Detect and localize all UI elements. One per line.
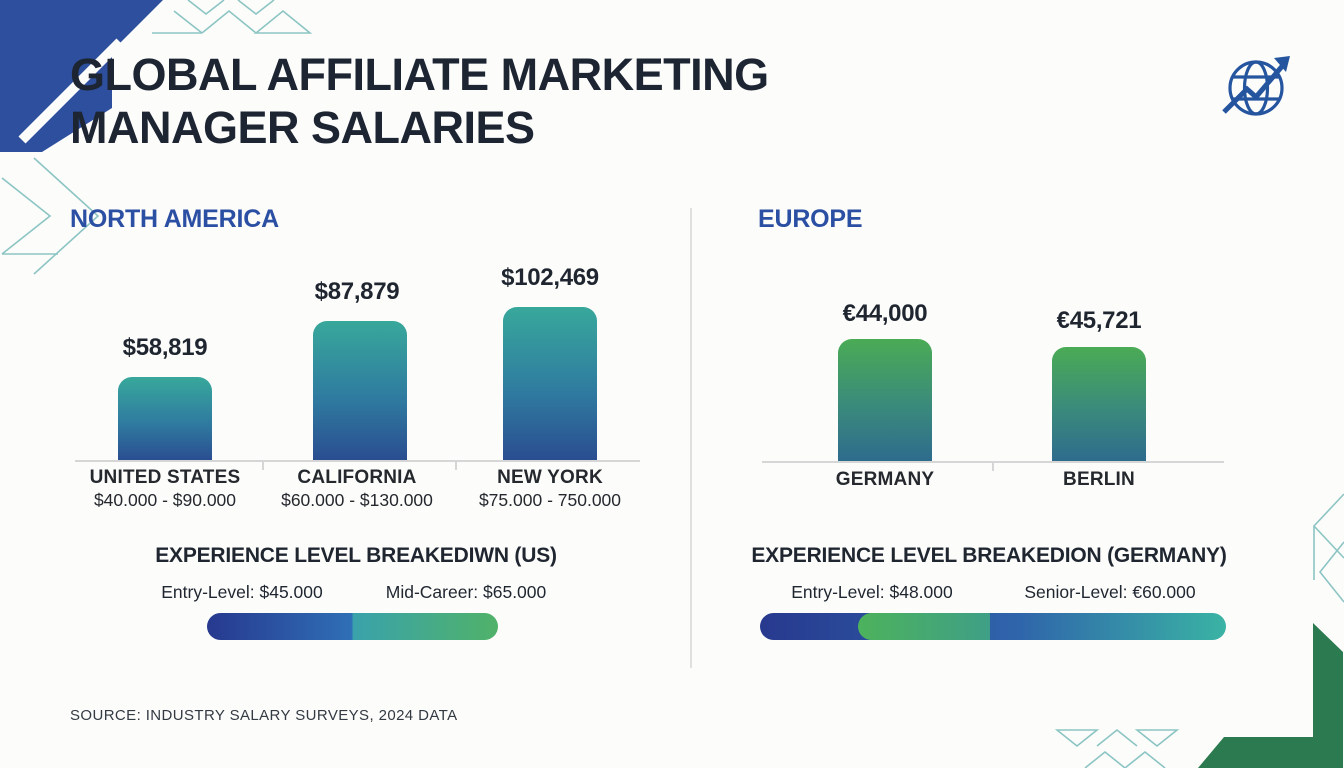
zigzag-pattern-bottom [1055, 728, 1180, 768]
bar-value-new-york: $102,469 [501, 264, 599, 291]
bar-value-united-states: $58,819 [122, 334, 208, 361]
experience-gradient-bar-us [207, 613, 498, 640]
bar-california [313, 321, 407, 461]
zigzag-pattern-top [152, 0, 313, 34]
bar-value-germany: €44,000 [842, 300, 928, 327]
section-title-europe: EUROPE [758, 205, 863, 233]
corner-fold-decoration-top-left [0, 0, 163, 152]
breakdown-title-germany: EXPERIENCE LEVEL BREAKEDION (GERMANY) [751, 544, 1227, 567]
bar-berlin [1052, 347, 1146, 462]
bar-united-states [118, 377, 212, 461]
category-label-united-states: UNITED STATES [89, 467, 241, 488]
range-label-united-states: $40.000 - $90.000 [93, 490, 237, 510]
section-title-north-america: NORTH AMERICA [70, 205, 279, 233]
bar-value-california: $87,879 [314, 278, 400, 305]
bar-new-york [503, 307, 597, 461]
section-divider [690, 208, 692, 668]
breakdown-left-label-us: Entry-Level: $45.000 [161, 582, 323, 602]
axis-tick-na-2 [455, 460, 457, 470]
category-label-germany: GERMANY [835, 469, 935, 490]
bar-germany [838, 339, 932, 462]
experience-gradient-bar-germany-segment [858, 613, 990, 640]
chevron-pattern-left [1, 157, 100, 275]
breakdown-right-label-us: Mid-Career: $65.000 [385, 582, 547, 602]
source-citation: SOURCE: INDUSTRY SALARY SURVEYS, 2024 DA… [70, 707, 458, 724]
experience-gradient-bar-germany [760, 613, 1226, 640]
range-label-california: $60.000 - $130.000 [281, 490, 433, 510]
range-label-new-york: $75.000 - 750.000 [478, 490, 622, 510]
category-label-california: CALIFORNIA [297, 467, 417, 488]
axis-tick-na-1 [262, 460, 264, 470]
chevron-pattern-right [1312, 493, 1344, 603]
breakdown-right-label-germany: Senior-Level: €60.000 [1024, 582, 1196, 602]
axis-line-na [75, 460, 640, 462]
axis-tick-eu-1 [992, 461, 994, 471]
breakdown-left-label-germany: Entry-Level: $48.000 [791, 582, 953, 602]
globe-trend-icon [1222, 56, 1290, 116]
corner-fold-decoration-bottom-right [1198, 623, 1343, 768]
bar-value-berlin: €45,721 [1056, 307, 1142, 334]
page-title: GLOBAL AFFILIATE MARKETING MANAGER SALAR… [70, 49, 769, 153]
breakdown-title-us: EXPERIENCE LEVEL BREAKEDIWN (US) [155, 544, 557, 567]
category-label-berlin: BERLIN [1063, 469, 1135, 490]
category-label-new-york: NEW YORK [497, 467, 603, 488]
